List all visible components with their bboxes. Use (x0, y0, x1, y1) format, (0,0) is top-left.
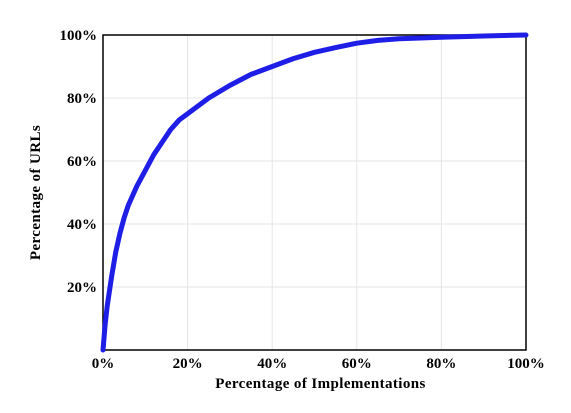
series-layer (100, 32, 529, 353)
y-tick-label: 40% (67, 217, 97, 233)
x-tick-label: 80% (426, 356, 456, 372)
x-tick-label: 0% (92, 356, 115, 372)
y-axis-label: Percentage of URLs (28, 125, 44, 260)
x-tick-label: 20% (173, 356, 203, 372)
tick-labels: 0% 20% 40% 60% 80% 100% 20% 40% 60% 80% 100% (60, 28, 545, 372)
y-tick-label: 20% (67, 280, 97, 296)
y-tick-label: 100% (60, 28, 98, 44)
x-tick-label: 40% (257, 356, 287, 372)
y-tick-label: 60% (67, 154, 97, 170)
x-tick-label: 100% (507, 356, 545, 372)
grid-lines (103, 35, 526, 350)
x-tick-label: 60% (342, 356, 372, 372)
plot-area-frame (102, 34, 527, 351)
y-tick-label: 80% (67, 91, 97, 107)
x-axis-label: Percentage of Implementations (215, 376, 425, 392)
cdf-series-line (100, 32, 529, 353)
